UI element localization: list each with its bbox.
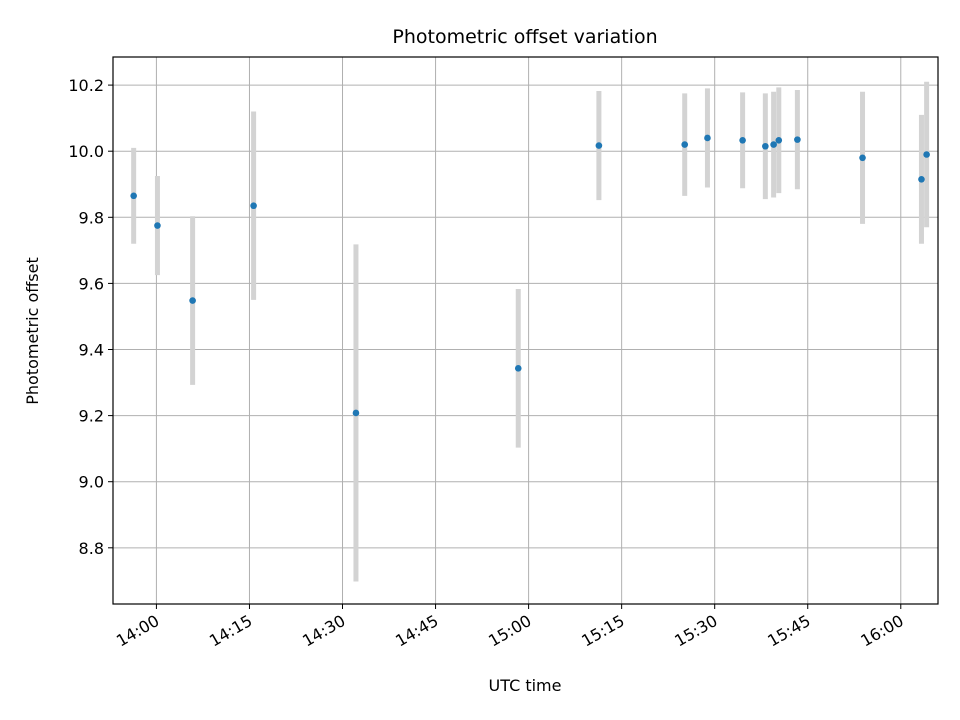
y-tick-label: 9.8 [79,208,104,227]
y-tick-label: 9.4 [79,341,104,360]
data-point [250,202,257,210]
y-tick-label: 9.0 [79,473,104,492]
data-point [794,136,801,143]
data-point [681,141,689,148]
data-point [739,136,746,144]
data-point [189,297,196,304]
chart-title: Photometric offset variation [392,26,657,48]
data-point [595,142,603,149]
data-point [770,141,777,148]
data-point [352,409,360,417]
data-point [775,136,783,144]
y-tick-label: 9.6 [79,274,104,293]
data-point [923,151,930,158]
data-point [859,154,866,162]
grid [113,57,938,604]
data-point [154,222,161,229]
data-point [704,134,711,142]
y-tick-label: 10.2 [68,76,104,95]
data-point [514,365,522,372]
data-point [762,142,769,150]
y-axis-label: Photometric offset [23,257,42,405]
y-tick-label: 9.2 [79,407,104,426]
y-tick-label: 8.8 [79,539,104,558]
y-tick-label: 10.0 [68,142,104,161]
x-axis-label: UTC time [489,676,562,695]
y-axis-ticks: 8.8 9.0 9.2 9.4 9.6 9.8 10.0 10.2 [68,76,113,558]
data-point [130,192,137,200]
plot-area-frame [112,56,939,605]
data-points [130,134,930,417]
data-point [918,175,925,183]
